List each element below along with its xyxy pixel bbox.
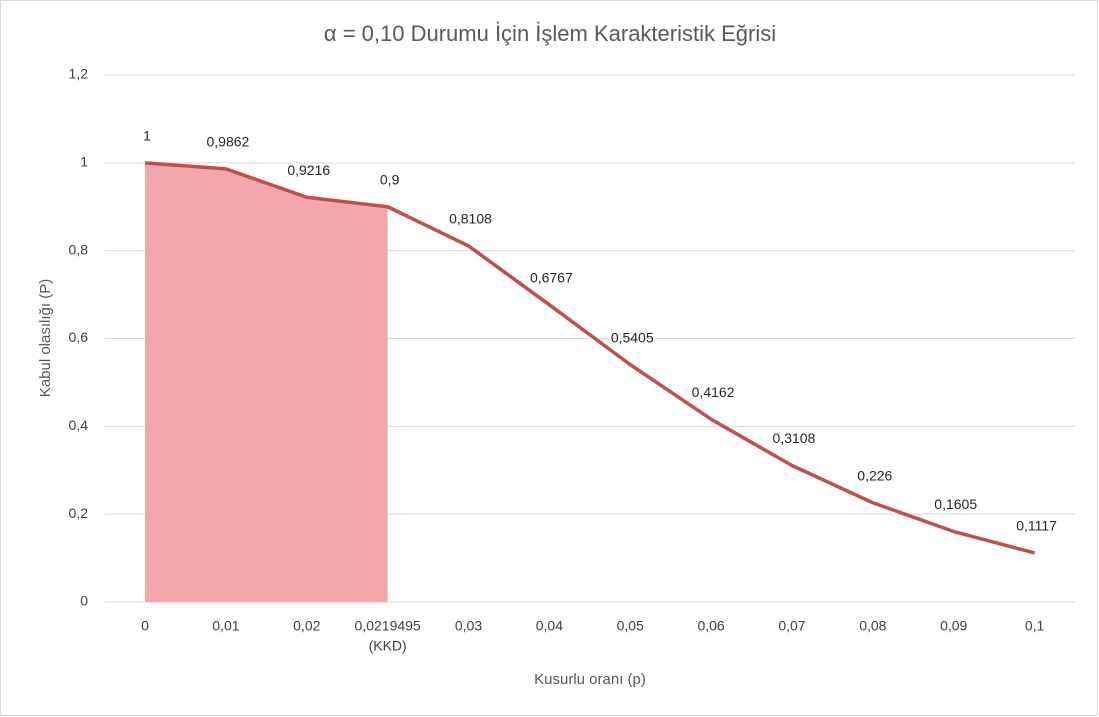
x-tick-label: 0,07 bbox=[778, 618, 805, 634]
data-label: 0,5405 bbox=[611, 329, 654, 345]
x-tick-label: 0,03 bbox=[455, 618, 482, 634]
data-label: 0,226 bbox=[857, 467, 892, 483]
y-tick-label: 0,8 bbox=[69, 241, 89, 257]
x-tick-label: 0,05 bbox=[617, 618, 644, 634]
y-tick-label: 1,2 bbox=[69, 66, 89, 82]
y-tick-label: 0,2 bbox=[69, 505, 89, 521]
data-label: 0,3108 bbox=[773, 430, 816, 446]
y-axis-label: Kabul olasılığı (P) bbox=[37, 279, 54, 397]
y-tick-label: 1 bbox=[80, 154, 88, 170]
x-axis-label: Kusurlu oranı (p) bbox=[534, 671, 646, 688]
data-label: 0,4162 bbox=[692, 384, 735, 400]
y-tick-label: 0,6 bbox=[69, 329, 89, 345]
x-tick-label: 0,01 bbox=[212, 618, 239, 634]
x-tick-label: 0,06 bbox=[697, 618, 724, 634]
line bbox=[144, 161, 1036, 555]
x-tick-label: 0,02 bbox=[293, 618, 320, 634]
chart-title: α = 0,10 Durumu İçin İşlem Karakteristik… bbox=[324, 21, 776, 46]
y-tick-label: 0,4 bbox=[69, 417, 89, 433]
x-tick-label: 0 bbox=[141, 618, 149, 634]
x-tick-label: 0,04 bbox=[536, 618, 563, 634]
x-tick-label: 0,09 bbox=[940, 618, 967, 634]
data-label: 0,1117 bbox=[1016, 518, 1057, 534]
x-tick-label: 0,1 bbox=[1025, 618, 1045, 634]
x-tick-label: 0,0219495 bbox=[355, 618, 421, 634]
x-tick-label: (KKD) bbox=[369, 638, 407, 654]
data-label: 1 bbox=[143, 128, 151, 144]
data-label: 0,6767 bbox=[530, 270, 573, 286]
data-label: 0,9216 bbox=[287, 162, 330, 178]
data-label: 0,9862 bbox=[206, 134, 249, 150]
y-tick-label: 0 bbox=[80, 593, 88, 609]
data-label: 0,8108 bbox=[449, 211, 492, 227]
data-label: 0,9 bbox=[380, 171, 400, 187]
data-label: 0,1605 bbox=[934, 496, 977, 512]
x-tick-label: 0,08 bbox=[859, 618, 886, 634]
area bbox=[145, 162, 388, 603]
